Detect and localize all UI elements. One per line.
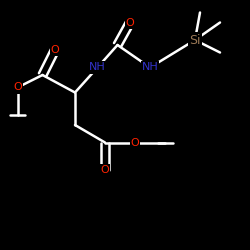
Text: Si: Si: [189, 34, 201, 46]
Text: O: O: [100, 165, 110, 175]
Text: O: O: [130, 138, 140, 147]
Text: O: O: [13, 82, 22, 92]
Text: NH: NH: [142, 62, 158, 72]
Text: NH: NH: [89, 62, 106, 72]
Text: O: O: [50, 45, 59, 55]
Text: O: O: [126, 18, 134, 28]
